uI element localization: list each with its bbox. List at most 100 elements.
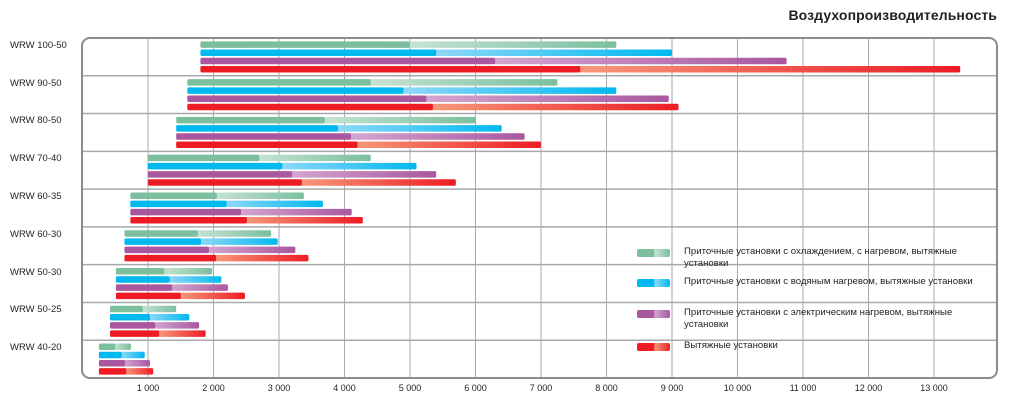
bar-wrw-90-50-series-1 bbox=[187, 87, 617, 94]
bar-solid-segment bbox=[148, 162, 283, 170]
plot-frame bbox=[81, 37, 998, 379]
bar-wrw-90-50-series-2 bbox=[187, 95, 669, 103]
x-tick-label: 3 000 bbox=[267, 383, 291, 393]
bar-range-segment bbox=[369, 79, 558, 86]
category-label: WRW 60-30 bbox=[10, 228, 62, 240]
bar-wrw-60-30-series-0 bbox=[124, 230, 272, 237]
bar-range-segment bbox=[215, 254, 309, 262]
bar-solid-segment bbox=[130, 200, 227, 208]
bar-solid-segment bbox=[176, 125, 338, 132]
bar-layer bbox=[98, 41, 961, 375]
bar-wrw-100-50-series-3 bbox=[200, 65, 961, 73]
x-tick-label: 1 000 bbox=[136, 383, 160, 393]
bar-wrw-70-40-series-0 bbox=[148, 154, 371, 162]
bar-range-segment bbox=[245, 217, 363, 224]
bar-range-segment bbox=[168, 276, 222, 283]
bar-wrw-40-20-series-0 bbox=[98, 343, 131, 351]
x-tick-label: 2 000 bbox=[202, 383, 225, 393]
bar-solid-segment bbox=[115, 292, 181, 300]
bar-solid-segment bbox=[130, 208, 242, 216]
x-tick-label: 7 000 bbox=[529, 383, 553, 393]
bar-solid-segment bbox=[148, 179, 302, 186]
bar-solid-segment bbox=[124, 230, 198, 237]
bar-range-segment bbox=[215, 192, 304, 199]
bar-wrw-60-35-series-1 bbox=[130, 200, 323, 208]
bar-solid-segment bbox=[115, 276, 170, 283]
legend-swatch-electric-heating bbox=[637, 310, 670, 318]
bar-solid-segment bbox=[148, 171, 293, 178]
bar-wrw-80-50-series-3 bbox=[176, 141, 541, 148]
bar-range-segment bbox=[336, 125, 502, 132]
bar-wrw-50-25-series-2 bbox=[110, 322, 200, 329]
bar-range-segment bbox=[356, 141, 541, 148]
bar-solid-segment bbox=[176, 116, 325, 124]
legend-label-exhaust: Вытяжные установки bbox=[684, 340, 778, 351]
bar-solid-segment bbox=[200, 65, 581, 73]
bar-range-segment bbox=[171, 284, 228, 291]
bar-wrw-100-50-series-0 bbox=[200, 41, 617, 48]
bar-range-segment bbox=[579, 65, 961, 73]
x-tick-label: 4 000 bbox=[333, 383, 356, 393]
bar-range-segment bbox=[179, 292, 245, 300]
bar-wrw-80-50-series-1 bbox=[176, 125, 502, 132]
bar-wrw-70-40-series-2 bbox=[148, 171, 437, 178]
bar-solid-segment bbox=[115, 284, 173, 291]
bar-solid-segment bbox=[130, 192, 217, 199]
bar-range-segment bbox=[114, 343, 131, 351]
x-tick-label: 6 000 bbox=[464, 383, 487, 393]
bar-solid-segment bbox=[98, 359, 126, 367]
bar-wrw-50-30-series-3 bbox=[115, 292, 245, 300]
bar-wrw-60-35-series-3 bbox=[130, 217, 363, 224]
bar-range-segment bbox=[494, 57, 787, 65]
bar-solid-segment bbox=[176, 141, 358, 148]
bar-range-segment bbox=[163, 268, 213, 275]
x-tick-label: 12 000 bbox=[854, 383, 883, 393]
bar-solid-segment bbox=[124, 246, 209, 254]
legend-swatch-cooling bbox=[637, 249, 670, 257]
bar-wrw-60-35-series-2 bbox=[130, 208, 352, 216]
bar-range-segment bbox=[240, 208, 352, 216]
bar-solid-segment bbox=[130, 217, 247, 224]
bar-range-segment bbox=[402, 87, 617, 94]
bar-range-segment bbox=[300, 179, 456, 186]
bar-wrw-70-40-series-1 bbox=[148, 162, 417, 170]
x-tick-label: 5 000 bbox=[398, 383, 422, 393]
bar-range-segment bbox=[291, 171, 437, 178]
x-tick-label: 9 000 bbox=[660, 383, 684, 393]
legend-item-electric-heating: Приточные установки с электрическим нагр… bbox=[637, 307, 984, 331]
category-label: WRW 100-50 bbox=[10, 39, 67, 51]
legend-label-water-heating: Приточные установки с водяным нагревом, … bbox=[684, 276, 973, 287]
bar-range-segment bbox=[148, 313, 190, 321]
bar-solid-segment bbox=[200, 57, 496, 65]
bar-wrw-60-30-series-3 bbox=[124, 254, 309, 262]
legend-label-cooling: Приточные установки с охлаждением, с наг… bbox=[684, 246, 957, 269]
bar-solid-segment bbox=[110, 322, 156, 329]
bar-wrw-50-30-series-1 bbox=[115, 276, 222, 283]
bar-wrw-80-50-series-0 bbox=[176, 116, 476, 124]
bar-solid-segment bbox=[115, 268, 165, 275]
bar-range-segment bbox=[207, 246, 296, 254]
bar-solid-segment bbox=[148, 154, 260, 162]
x-tick-label: 13 000 bbox=[920, 383, 948, 393]
bar-wrw-70-40-series-3 bbox=[148, 179, 456, 186]
bar-range-segment bbox=[196, 230, 272, 237]
bar-wrw-50-25-series-3 bbox=[110, 330, 206, 337]
grid-layer bbox=[82, 38, 997, 378]
bar-solid-segment bbox=[98, 368, 127, 375]
bar-wrw-40-20-series-1 bbox=[98, 351, 145, 359]
bar-range-segment bbox=[120, 351, 145, 359]
bar-wrw-60-30-series-1 bbox=[124, 238, 278, 245]
x-tick-label: 11 000 bbox=[789, 383, 817, 393]
bar-solid-segment bbox=[110, 313, 150, 321]
bar-wrw-40-20-series-2 bbox=[98, 359, 150, 367]
legend-item-exhaust: Вытяжные установки bbox=[637, 340, 984, 352]
legend-label-electric-heating: Приточные установки с электрическим нагр… bbox=[684, 307, 953, 330]
bar-range-segment bbox=[225, 200, 323, 208]
bar-range-segment bbox=[124, 359, 150, 367]
legend-swatch-water-heating bbox=[637, 279, 670, 287]
bar-range-segment bbox=[141, 305, 177, 313]
bar-solid-segment bbox=[187, 103, 433, 111]
bar-solid-segment bbox=[110, 330, 160, 337]
chart-title: Воздухопроизводительность bbox=[788, 7, 997, 23]
bar-wrw-100-50-series-1 bbox=[200, 49, 672, 57]
